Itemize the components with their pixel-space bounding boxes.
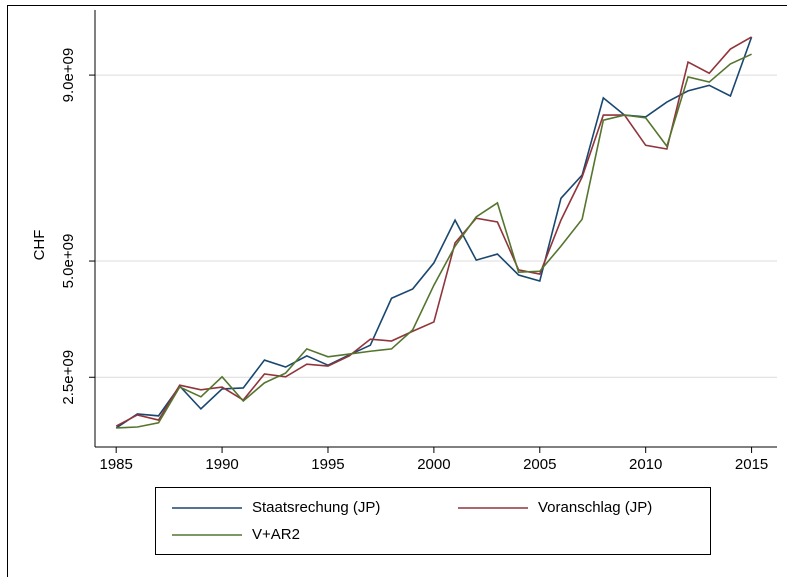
series-line [115, 36, 753, 429]
x-tick-label: 2000 [417, 456, 450, 473]
series-line [116, 53, 752, 429]
y-tick-label: 9.0e+09 [60, 48, 77, 103]
x-tick-label: 2010 [629, 456, 662, 473]
y-axis-label: CHF [31, 230, 48, 261]
legend-label: Staatsrechung (JP) [252, 499, 380, 516]
x-tick-label: 1985 [99, 456, 132, 473]
y-tick-label: 2.5e+09 [60, 350, 77, 405]
x-tick-label: 2015 [735, 456, 768, 473]
y-tick-label: 5.0e+09 [60, 234, 77, 289]
legend-label: V+AR2 [252, 526, 300, 543]
legend-label: Voranschlag (JP) [538, 499, 652, 516]
x-tick-label: 1995 [311, 456, 344, 473]
x-tick-label: 1990 [205, 456, 238, 473]
x-tick-label: 2005 [523, 456, 556, 473]
series-line [115, 36, 752, 427]
legend-box [155, 487, 711, 555]
